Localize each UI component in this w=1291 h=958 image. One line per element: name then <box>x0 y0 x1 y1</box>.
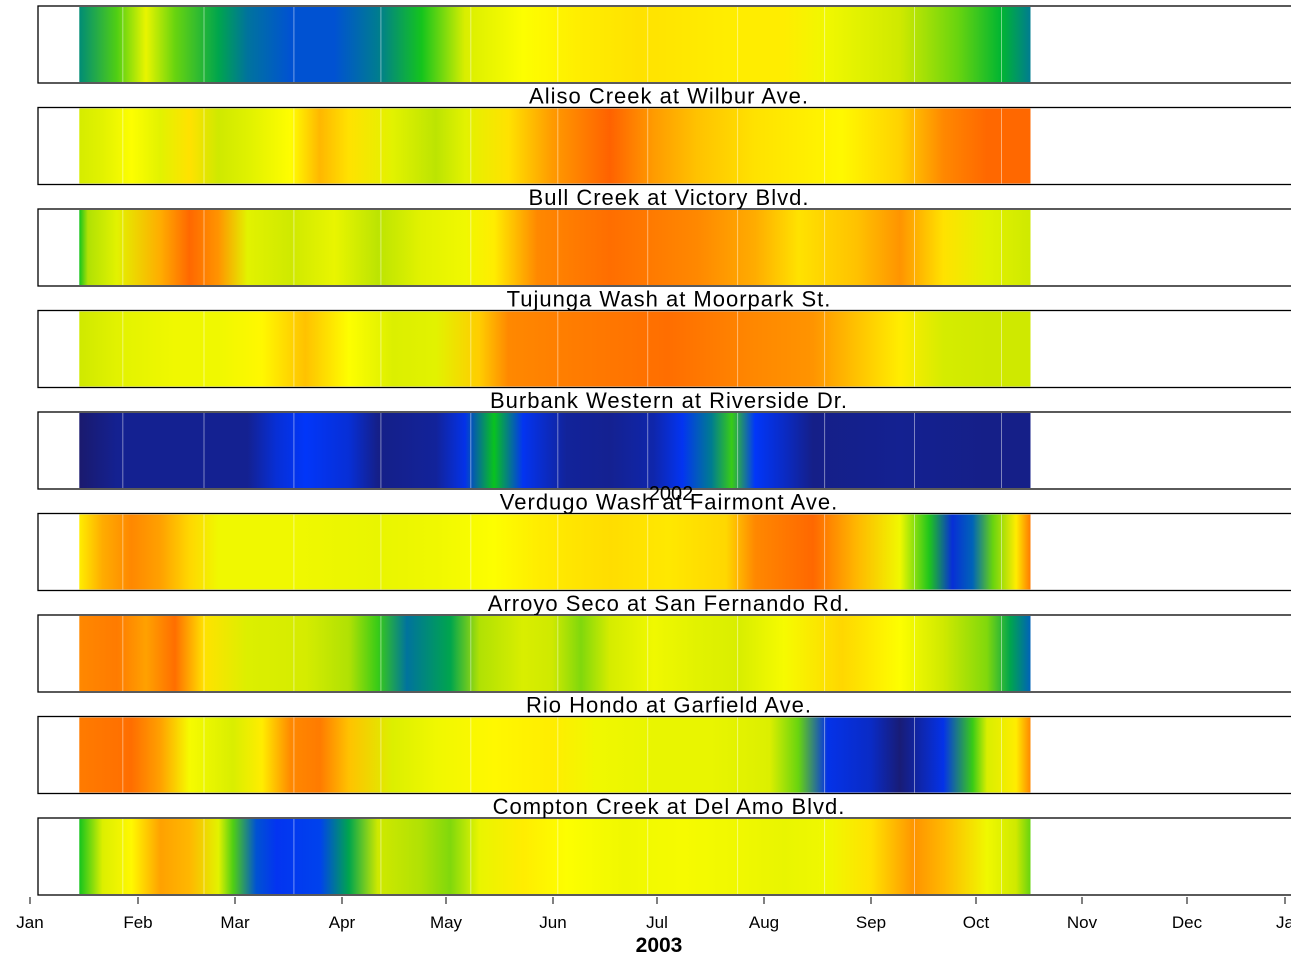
panels-layer: Aliso Creek at Wilbur Ave. Bull Creek at … <box>37 5 1291 896</box>
panel-title: Burbank Western at Riverside Dr. <box>490 388 848 413</box>
x-tick-label: Jan <box>16 913 43 932</box>
heatmap-panel: Burbank Western at Riverside Dr. <box>37 388 1291 490</box>
heatmap-panel: Bull Creek at Victory Blvd. <box>37 185 1291 287</box>
x-axis-label: 2003 <box>636 934 683 957</box>
panel-title: Compton Creek at Del Amo Blvd. <box>493 794 846 819</box>
heat-band <box>79 311 1031 387</box>
panel-title: Verdugo Wash at Fairmont Ave. <box>500 490 838 515</box>
x-tick-label: Apr <box>329 913 356 932</box>
heatmap-panel: Compton Creek at Del Amo Blvd. <box>37 794 1291 896</box>
x-tick-label: May <box>430 913 463 932</box>
x-tick-label: Ja <box>1276 913 1291 932</box>
x-tick-label: Aug <box>749 913 779 932</box>
x-tick-label: Dec <box>1172 913 1203 932</box>
x-tick-label: Jun <box>539 913 566 932</box>
heatmap-panel: Arroyo Seco at San Fernando Rd. <box>37 591 1291 693</box>
panel-title: Tujunga Wash at Moorpark St. <box>507 287 832 312</box>
x-tick-label: Sep <box>856 913 886 932</box>
heatmap-panel: Aliso Creek at Wilbur Ave. <box>37 84 1291 186</box>
x-tick-label: Mar <box>220 913 250 932</box>
panel-title: Aliso Creek at Wilbur Ave. <box>529 84 809 109</box>
heat-band <box>79 819 1031 894</box>
heatmap-panel: Rio Hondo at Garfield Ave. <box>37 693 1291 795</box>
heat-band <box>79 7 1031 82</box>
panel-title: Rio Hondo at Garfield Ave. <box>526 693 812 718</box>
heat-band <box>79 717 1031 793</box>
heatmap-panel: Verdugo Wash at Fairmont Ave. <box>37 490 1291 592</box>
overlay-year-label: 2002 <box>649 483 694 505</box>
heat-band <box>79 210 1031 285</box>
x-tick-label: Nov <box>1067 913 1098 932</box>
panel-title: Arroyo Seco at San Fernando Rd. <box>488 591 850 616</box>
heatmap-panel: Tujunga Wash at Moorpark St. <box>37 287 1291 389</box>
panel-title: Bull Creek at Victory Blvd. <box>529 185 810 210</box>
x-axis: Jan Feb Mar Apr May Jun Jul Aug Sep Oct Nov Dec Ja <box>16 897 1291 932</box>
heat-band <box>79 413 1031 488</box>
heat-band <box>79 514 1031 590</box>
heat-band <box>79 108 1031 184</box>
x-tick-label: Feb <box>123 913 152 932</box>
x-tick-label: Oct <box>963 913 990 932</box>
heatmap-panel <box>37 5 1291 84</box>
heat-band <box>79 616 1031 691</box>
x-tick-label: Jul <box>646 913 668 932</box>
